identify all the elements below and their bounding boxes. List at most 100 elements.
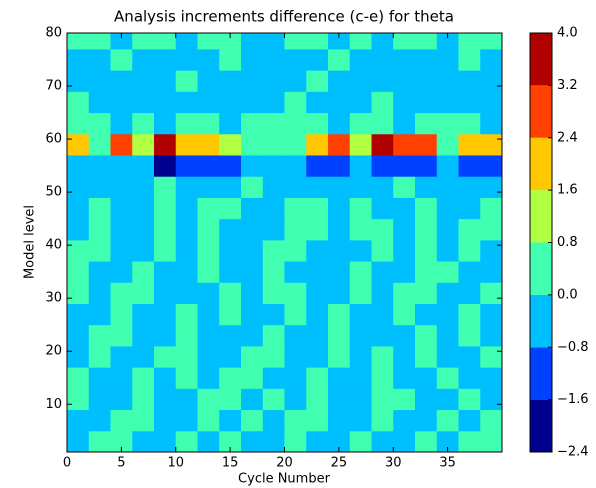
contour-cell [371,282,394,304]
contour-cell [154,388,177,411]
contour-cell [110,430,133,452]
contour-cell [110,367,133,389]
colorbar-tick-label: −0.8 [557,340,589,355]
contour-cell [458,303,481,326]
contour-cell [175,324,198,347]
contour-cell [328,33,351,50]
contour-cell [175,388,198,411]
contour-cell [132,154,155,177]
contour-cell [349,218,372,241]
contour-cell [458,282,481,304]
contour-cell [436,282,459,304]
contour-cell [88,197,111,220]
contour-cell [306,48,329,71]
contour-cell [132,409,155,432]
colorbar-tick-label: −2.4 [557,445,589,460]
contour-cell [436,70,459,92]
contour-cell [458,367,481,389]
contour-cell [197,324,220,347]
contour-cell [67,345,90,368]
contour-cell [67,409,90,432]
contour-cell [393,345,416,368]
contour-cell [371,48,394,71]
contour-cell [88,176,111,198]
contour-cell [241,33,264,50]
contour-cell [88,91,111,114]
contour-cell [262,303,285,326]
contour-cell [197,409,220,432]
x-tick-label: 35 [439,456,456,471]
contour-cell [88,112,111,135]
contour-cell [284,303,307,326]
contour-cell [415,303,438,326]
contour-cell [219,176,242,198]
contour-cell [175,261,198,283]
contour-cell [328,345,351,368]
contour-cell [458,409,481,432]
contour-cell [197,70,220,92]
contour-cell [241,91,264,114]
contour-cell [219,91,242,114]
contour-cell [306,324,329,347]
contour-cell [262,70,285,92]
contour-cell [436,430,459,452]
contour-cell [67,112,90,135]
colorbar-segment [530,190,552,243]
contour-cell [436,239,459,262]
contour-cell [480,91,502,114]
contour-cell [241,197,264,220]
contour-cell [241,367,264,389]
colorbar-tick-label: 4.0 [557,26,578,41]
contour-cell [349,112,372,135]
contour-cell [393,176,416,198]
contour-cell [88,282,111,304]
contour-cell [262,345,285,368]
contour-cell [371,112,394,135]
colorbar-segment [530,33,552,86]
contour-cell [154,282,177,304]
y-tick-label: 50 [45,185,62,200]
contour-cell [241,218,264,241]
contour-cell [328,218,351,241]
colorbar-segment [530,242,552,295]
contour-cell [197,33,220,50]
contour-cell [328,154,351,177]
contour-cell [175,48,198,71]
x-tick-label: 15 [222,456,239,471]
contour-cell [415,345,438,368]
contour-cell [480,345,502,368]
x-tick-label: 10 [167,456,184,471]
contour-cell [219,430,242,452]
contour-cell [132,197,155,220]
chart-title: Analysis increments difference (c-e) for… [114,8,454,26]
contour-cell [393,282,416,304]
contour-cell [393,33,416,50]
contour-cell [241,154,264,177]
contour-cell [306,176,329,198]
contour-cell [328,133,351,156]
contour-cell [110,176,133,198]
contour-cell [349,367,372,389]
contour-cell [393,48,416,71]
contour-cell [154,261,177,283]
contour-cell [371,345,394,368]
contour-cell [88,218,111,241]
contour-cell [88,239,111,262]
contour-cell [88,261,111,283]
contour-cell [415,388,438,411]
contour-cell [371,409,394,432]
contour-cell [132,33,155,50]
contour-cell [458,430,481,452]
contour-cell [67,430,90,452]
contour-cell [197,430,220,452]
colorbar-tick-label: 0.8 [557,235,578,250]
contour-cell [349,154,372,177]
contour-cell [284,70,307,92]
contour-cell [349,282,372,304]
contour-cell [67,261,90,283]
contour-cell [371,367,394,389]
contour-cell [262,409,285,432]
colorbar-segment [530,137,552,191]
colorbar-segment [530,85,552,138]
contour-cell [371,197,394,220]
